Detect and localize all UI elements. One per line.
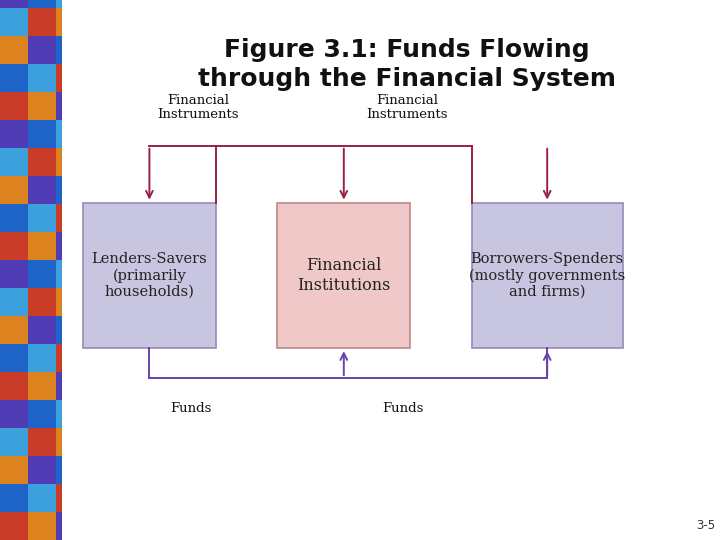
Text: Financial
Instruments: Financial Instruments [157, 93, 239, 122]
Text: Figure 3.1: Funds Flowing
through the Financial System: Figure 3.1: Funds Flowing through the Fi… [198, 38, 616, 91]
FancyBboxPatch shape [472, 202, 623, 348]
Text: Funds: Funds [170, 402, 212, 415]
FancyBboxPatch shape [83, 202, 216, 348]
FancyBboxPatch shape [277, 202, 410, 348]
Text: Financial
Instruments: Financial Instruments [366, 93, 448, 122]
Text: Lenders-Savers
(primarily
households): Lenders-Savers (primarily households) [91, 252, 207, 299]
Text: Borrowers-Spenders
(mostly governments
and firms): Borrowers-Spenders (mostly governments a… [469, 252, 626, 299]
Text: 3-5: 3-5 [696, 519, 715, 532]
Text: Funds: Funds [382, 402, 424, 415]
Text: Financial
Institutions: Financial Institutions [297, 257, 390, 294]
